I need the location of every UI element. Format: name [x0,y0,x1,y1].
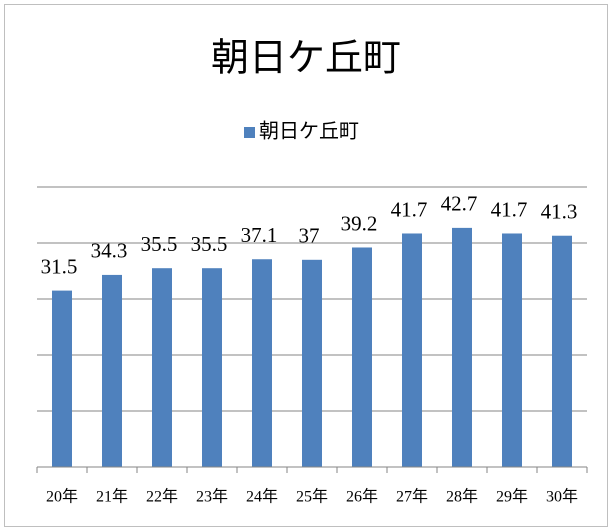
x-tick-label: 21年 [96,488,128,506]
legend-swatch [244,127,255,138]
bar [252,259,272,467]
x-tick-label: 26年 [346,488,378,506]
bar [552,235,572,467]
data-label: 34.3 [91,239,128,263]
legend-label: 朝日ケ丘町 [259,120,359,143]
bar [302,259,322,467]
data-label: 41.7 [491,197,528,221]
data-label: 35.5 [191,232,228,256]
x-tick-label: 23年 [196,488,228,506]
data-label: 31.5 [41,254,78,278]
x-tick-label: 25年 [296,488,328,506]
x-tick-label: 22年 [146,488,178,506]
data-label: 37 [299,224,320,248]
data-label: 41.7 [391,197,428,221]
x-tick-label: 24年 [246,488,278,506]
x-tick-label: 29年 [496,488,528,506]
data-label: 41.3 [541,200,578,224]
bar [452,227,472,467]
x-tick-label: 28年 [446,488,478,506]
data-label: 37.1 [241,223,278,247]
bar [202,268,222,467]
x-tick-label: 20年 [46,488,78,506]
data-label: 35.5 [141,232,178,256]
data-label: 42.7 [441,192,478,216]
bar [152,268,172,467]
data-label: 39.2 [341,211,378,235]
bar [502,233,522,467]
bar [102,274,122,467]
bar [402,233,422,467]
bar [52,290,72,467]
chart-title: 朝日ケ丘町 [211,38,401,80]
x-tick-label: 30年 [546,488,578,506]
bar [352,247,372,467]
x-tick-label: 27年 [396,488,428,506]
